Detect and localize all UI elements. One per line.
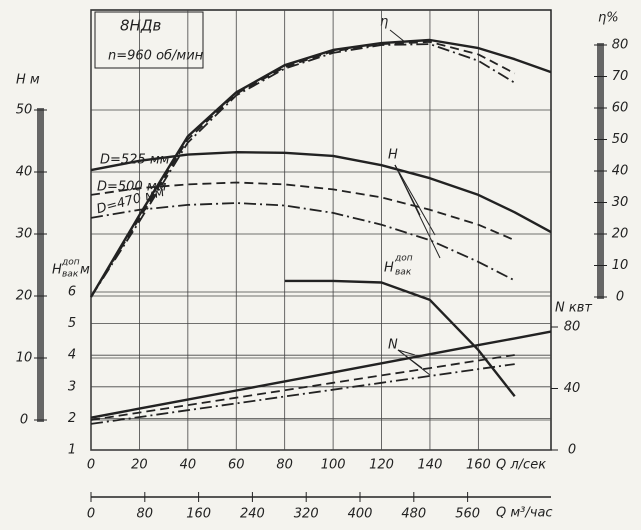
- curve: [90, 43, 516, 298]
- curve: [90, 202, 516, 282]
- x-axis-label: Q л/сек: [496, 458, 546, 473]
- hvak-annotation: H: [384, 261, 394, 276]
- hvak-tick-label: 3: [68, 379, 76, 394]
- x2-tick-label: 0: [87, 507, 95, 522]
- x2-tick-label: 160: [186, 507, 211, 522]
- y-tick-label: 20: [16, 289, 33, 304]
- curve: [90, 151, 552, 234]
- chart-title: 8НДв: [120, 17, 162, 35]
- y2-tick-label: 20: [612, 227, 629, 242]
- h-axis-bar: [37, 108, 44, 422]
- curve: [90, 330, 552, 419]
- curve: [89, 38, 552, 298]
- hvak-axis-unit: м: [80, 263, 90, 278]
- x-tick-label: 40: [180, 458, 197, 473]
- x2-tick-label: 560: [455, 507, 480, 522]
- x-tick-label: 100: [321, 458, 346, 473]
- curve: [90, 181, 516, 242]
- hvak-axis-label: H: [52, 263, 62, 278]
- y2-tick-label: 50: [612, 132, 629, 147]
- n-annotation: N: [388, 338, 398, 353]
- n-axis-label: N квт: [555, 301, 592, 316]
- hvak-tick-label: 2: [68, 411, 76, 426]
- h-annotation: H: [388, 148, 398, 163]
- x-tick-label: 60: [228, 458, 245, 473]
- y2-tick-label: 80: [612, 38, 629, 53]
- hvak-tick-label: 4: [68, 348, 76, 363]
- n-tick-label: 0: [568, 443, 576, 458]
- y2-tick-label: 0: [616, 290, 624, 305]
- y-tick-label: 10: [16, 351, 33, 366]
- n-tick-label: 80: [564, 320, 581, 335]
- hvak-tick-label: 6: [68, 285, 76, 300]
- curve: [90, 41, 516, 298]
- x-tick-label: 80: [276, 458, 293, 473]
- hvak-tick-label: 1: [68, 443, 76, 458]
- y-axis-label: Н м: [16, 73, 40, 88]
- hvak-axis-label-sub: вак: [62, 270, 79, 280]
- x-tick-label: 140: [418, 458, 443, 473]
- y2-tick-label: 10: [612, 258, 629, 273]
- y2-tick-label: 70: [612, 69, 629, 84]
- x2-tick-label: 80: [137, 507, 154, 522]
- x-tick-label: 160: [466, 458, 491, 473]
- eta-annotation: η: [380, 15, 388, 30]
- x2-tick-label: 320: [294, 507, 319, 522]
- curve: [284, 279, 516, 398]
- hvak-axis-label-sup: доп: [61, 258, 80, 268]
- title-box: [94, 11, 204, 69]
- x2-tick-label: 240: [240, 507, 265, 522]
- hvak-annotation-sub: вак: [395, 268, 412, 278]
- y-tick-label: 30: [16, 227, 33, 242]
- x2-axis-label: Q м³/час: [496, 506, 553, 521]
- y2-tick-label: 60: [612, 101, 629, 116]
- hvak-tick-label: 5: [68, 316, 76, 331]
- y-tick-label: 50: [16, 103, 33, 118]
- x-tick-label: 120: [369, 458, 394, 473]
- chart-subtitle: n=960 об/мин: [108, 49, 204, 64]
- series-label: D=525 мм: [100, 153, 170, 168]
- series-label: D=500 мм: [97, 180, 167, 195]
- n-tick-label: 40: [564, 381, 581, 396]
- curve: [90, 363, 515, 425]
- curve: [90, 354, 515, 421]
- y2-tick-label: 40: [612, 164, 629, 179]
- y-tick-label: 0: [20, 413, 28, 428]
- x-tick-label: 0: [87, 458, 95, 473]
- y-tick-label: 40: [16, 165, 33, 180]
- y2-axis-label: η%: [598, 11, 619, 26]
- hvak-annotation-sup: доп: [394, 254, 413, 264]
- x-tick-label: 20: [131, 458, 148, 473]
- x2-tick-label: 480: [401, 507, 426, 522]
- x2-tick-label: 400: [348, 507, 373, 522]
- y2-tick-label: 30: [612, 195, 629, 210]
